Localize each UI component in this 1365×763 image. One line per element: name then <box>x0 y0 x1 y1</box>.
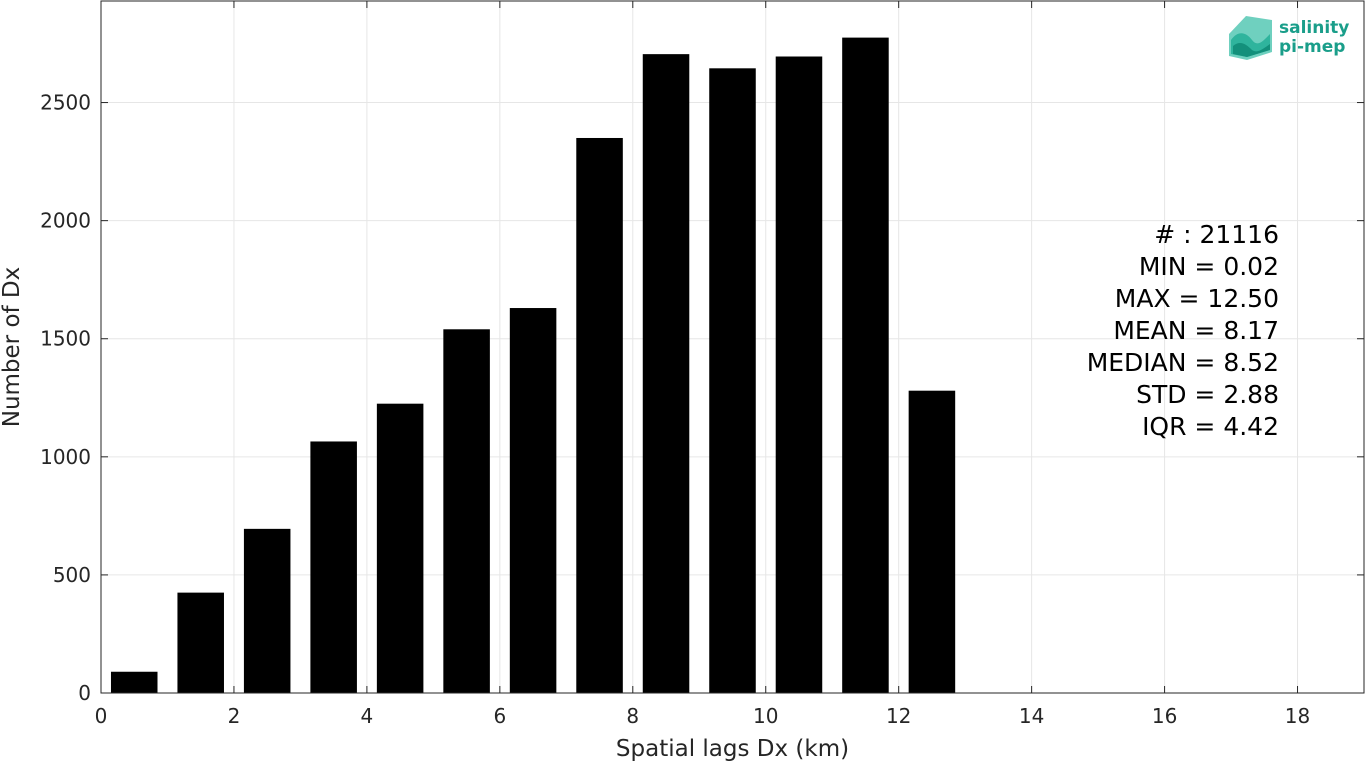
x-tick-label: 4 <box>361 704 374 728</box>
bar-10 <box>775 56 823 693</box>
y-tick-label: 1000 <box>40 445 91 469</box>
y-tick-label: 500 <box>53 563 91 587</box>
bar-6 <box>509 308 557 693</box>
stats-line: STD = 2.88 <box>1136 380 1279 409</box>
y-tick-label: 1500 <box>40 327 91 351</box>
bar-2 <box>243 528 291 693</box>
bar-7 <box>576 137 623 694</box>
x-tick-label: 10 <box>753 704 778 728</box>
axis-ticks <box>100 1 1364 694</box>
salinity-pi-mep-logo: salinity pi-mep <box>1229 16 1349 60</box>
bar-5 <box>443 329 490 693</box>
y-axis-title: Number of Dx <box>0 267 25 428</box>
y-tick-label: 2500 <box>40 91 91 115</box>
y-tick-label: 2000 <box>40 209 91 233</box>
bar-1 <box>177 592 224 693</box>
x-tick-label: 8 <box>626 704 639 728</box>
stats-line: MEDIAN = 8.52 <box>1087 348 1279 377</box>
stats-line: # : 21116 <box>1154 220 1279 249</box>
x-axis-title: Spatial lags Dx (km) <box>616 736 849 762</box>
x-tick-label: 18 <box>1285 704 1310 728</box>
bar-8 <box>642 54 690 693</box>
bar-4 <box>376 403 424 693</box>
x-tick-label: 6 <box>493 704 506 728</box>
stats-line: MAX = 12.50 <box>1115 284 1279 313</box>
bars <box>110 37 956 694</box>
bar-11 <box>842 37 889 694</box>
x-tick-label: 12 <box>886 704 911 728</box>
x-tick-label: 14 <box>1019 704 1044 728</box>
logo-text-pi-mep: pi-mep <box>1279 37 1345 57</box>
stats-line: IQR = 4.42 <box>1142 412 1279 441</box>
y-tick-label: 0 <box>78 681 91 705</box>
plot-frame <box>100 0 1365 694</box>
x-tick-label: 0 <box>95 704 108 728</box>
bar-0 <box>110 671 158 693</box>
logo-wave-icon <box>1229 16 1272 60</box>
bar-12 <box>908 390 956 693</box>
bar-9 <box>709 68 756 694</box>
stats-line: MEAN = 8.17 <box>1113 316 1279 345</box>
x-tick-labels: 0 2 4 6 8 10 12 14 16 18 <box>95 704 1311 728</box>
bar-3 <box>310 441 357 693</box>
stats-line: MIN = 0.02 <box>1139 252 1279 281</box>
x-tick-label: 2 <box>228 704 241 728</box>
y-tick-labels: 0 500 1000 1500 2000 2500 <box>40 91 91 705</box>
logo-text-salinity: salinity <box>1279 18 1349 38</box>
x-tick-label: 16 <box>1152 704 1177 728</box>
stats-annotation: # : 21116 MIN = 0.02 MAX = 12.50 MEAN = 8.1… <box>1087 220 1279 441</box>
